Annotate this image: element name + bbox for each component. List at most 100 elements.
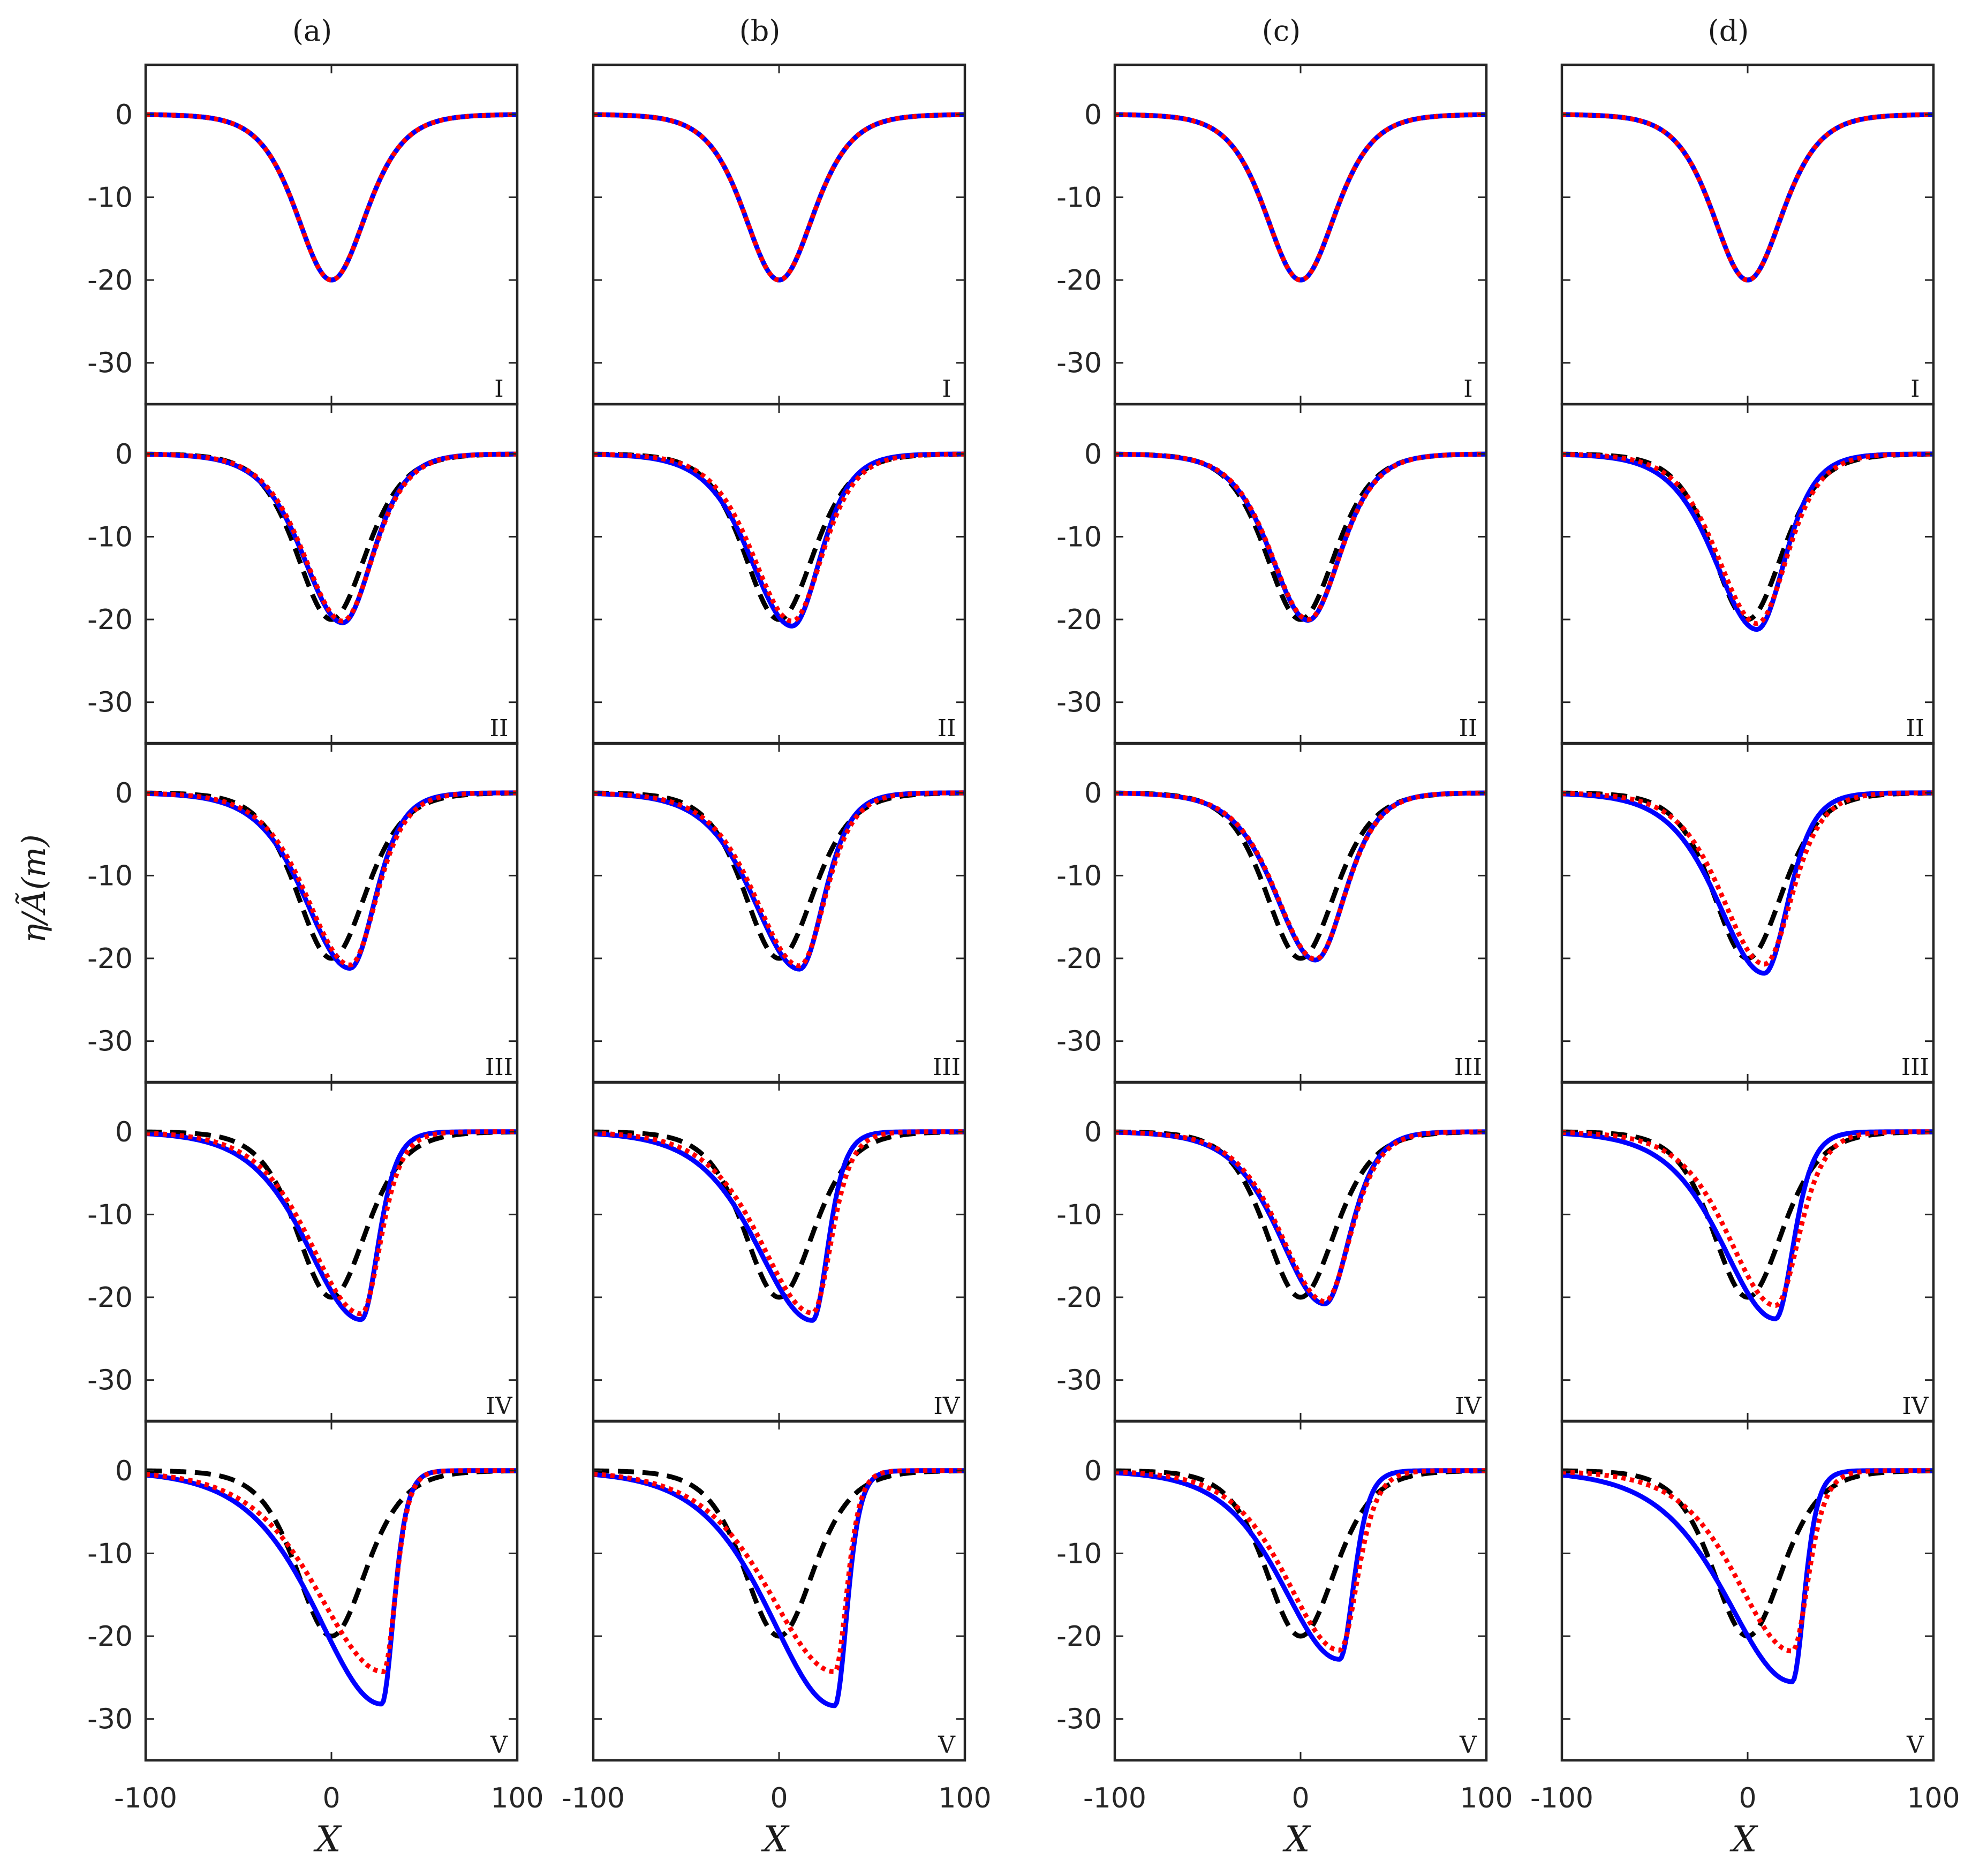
y-tick-label: -10 — [87, 860, 133, 892]
row-marker: II — [1459, 715, 1478, 742]
series-dashed-black — [593, 451, 965, 622]
series-solid-blue — [1561, 451, 1934, 632]
x-axis-label: X — [761, 1819, 790, 1860]
series-dashed-black — [1561, 451, 1934, 622]
y-tick-label: 0 — [1084, 438, 1102, 471]
y-tick-label: -30 — [87, 687, 133, 719]
panel-a-i: 0 -10 -20 -30 I — [87, 63, 519, 406]
panel-b-iii: III — [592, 742, 966, 1084]
panel-d-i: I — [1560, 63, 1935, 406]
series-solid-blue — [593, 112, 965, 283]
series-dotted-red — [1114, 112, 1487, 283]
x-tick-label: -100 — [114, 1782, 177, 1814]
panel-b-v: V -100 0 100 X — [562, 1419, 992, 1860]
series-dotted-red — [1561, 1468, 1934, 1654]
y-tick-label: -20 — [87, 264, 133, 297]
y-tick-label: -30 — [87, 1365, 133, 1397]
y-tick-label: -30 — [1056, 1365, 1102, 1397]
series-dotted-red — [593, 451, 965, 624]
series-solid-blue — [1114, 451, 1487, 623]
y-tick-label: -30 — [87, 1026, 133, 1058]
row-marker: III — [1454, 1054, 1482, 1081]
series-dashed-black — [593, 790, 965, 961]
row-marker: II — [1906, 715, 1925, 742]
series-dotted-red — [1561, 790, 1934, 967]
series-dotted-red — [1114, 1129, 1487, 1304]
panel-a-iv: 0 -10 -20 -30 IV — [87, 1080, 519, 1423]
x-tick-label: 100 — [490, 1782, 543, 1814]
x-axis-label: X — [313, 1819, 343, 1860]
series-dashed-black — [145, 1129, 518, 1300]
series-solid-blue — [145, 790, 518, 971]
series-dashed-black — [145, 112, 518, 283]
series-dashed-black — [1561, 790, 1934, 961]
series-solid-blue — [1114, 112, 1487, 283]
series-dashed-black — [1561, 112, 1934, 283]
series-dotted-red — [593, 1468, 965, 1674]
series-dashed-black — [145, 451, 518, 622]
y-tick-label: -10 — [1056, 860, 1102, 892]
row-marker: I — [494, 375, 503, 403]
y-tick-label: -30 — [87, 347, 133, 380]
x-tick-label: 100 — [1907, 1782, 1960, 1814]
series-dashed-black — [593, 1129, 965, 1300]
row-marker: I — [1463, 375, 1472, 403]
panel-a-iii: 0 -10 -20 -30 III — [87, 742, 519, 1084]
panel-d-iii: III — [1560, 742, 1935, 1084]
y-tick-label: 0 — [115, 777, 133, 810]
series-solid-blue — [145, 1129, 518, 1322]
row-marker: I — [942, 375, 951, 403]
row-marker: V — [938, 1731, 956, 1759]
y-tick-label: -10 — [1056, 521, 1102, 553]
y-tick-label: -30 — [1056, 1704, 1102, 1736]
series-dashed-black — [1561, 1129, 1934, 1300]
y-tick-label: -20 — [1056, 1621, 1102, 1653]
row-marker: IV — [486, 1393, 512, 1420]
row-marker: V — [1459, 1731, 1477, 1759]
x-tick-label: 0 — [1739, 1782, 1756, 1814]
series-solid-blue — [1114, 1468, 1487, 1662]
series-dashed-black — [1114, 790, 1487, 961]
series-dashed-black — [1114, 1129, 1487, 1300]
series-dashed-black — [1561, 1468, 1934, 1639]
series-dotted-red — [1561, 1129, 1934, 1308]
series-dashed-black — [145, 1468, 518, 1639]
y-tick-label: 0 — [115, 1116, 133, 1148]
series-solid-blue — [1114, 1129, 1487, 1306]
series-dashed-black — [1114, 451, 1487, 622]
y-tick-label: -30 — [87, 1704, 133, 1736]
row-marker: III — [1901, 1054, 1929, 1081]
y-tick-label: -10 — [1056, 181, 1102, 214]
y-tick-label: 0 — [1084, 1116, 1102, 1148]
series-dotted-red — [145, 451, 518, 624]
series-solid-blue — [145, 1468, 518, 1707]
y-tick-label: -20 — [87, 1282, 133, 1314]
y-tick-label: -10 — [1056, 1199, 1102, 1231]
row-marker: III — [485, 1054, 513, 1081]
x-tick-label: 100 — [938, 1782, 991, 1814]
series-dotted-red — [145, 1129, 518, 1317]
row-marker: II — [490, 715, 509, 742]
y-tick-label: -20 — [1056, 264, 1102, 297]
x-tick-label: -100 — [1530, 1782, 1593, 1814]
series-dotted-red — [1114, 1468, 1487, 1653]
y-tick-label: 0 — [1084, 99, 1102, 131]
series-dotted-red — [593, 1129, 965, 1315]
panel-c-ii: 0 -10 -20 -30 II — [1056, 403, 1488, 745]
series-solid-blue — [1561, 112, 1934, 283]
series-solid-blue — [593, 451, 965, 629]
row-marker: V — [1906, 1731, 1924, 1759]
series-solid-blue — [1114, 790, 1487, 963]
x-tick-label: 0 — [1291, 1782, 1309, 1814]
panel-c-i: 0 -10 -20 -30 I — [1056, 63, 1488, 406]
y-tick-label: -10 — [1056, 1538, 1102, 1570]
x-tick-label: 0 — [322, 1782, 340, 1814]
y-tick-label: -20 — [87, 1621, 133, 1653]
y-tick-label: -10 — [87, 181, 133, 214]
text-layer: η/Ã(m) (a) (b) (c) (d) — [15, 14, 1749, 943]
panel-d-ii: II — [1560, 403, 1935, 745]
row-marker: I — [1910, 375, 1920, 403]
y-tick-label: 0 — [1084, 1455, 1102, 1487]
row-marker: IV — [933, 1393, 960, 1420]
series-dotted-red — [145, 790, 518, 967]
